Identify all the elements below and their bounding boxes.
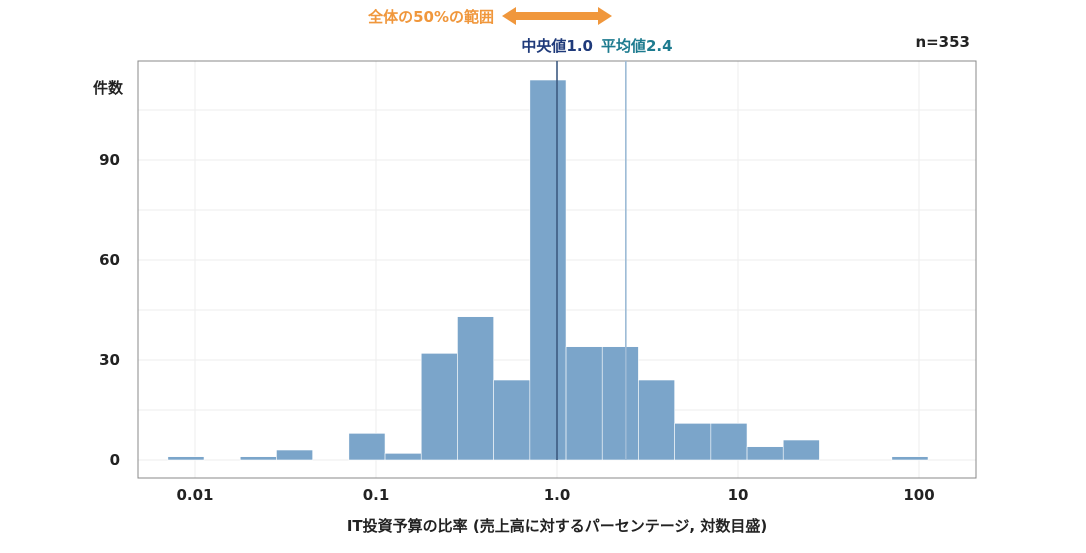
reference-lines (556, 61, 627, 460)
y-tick-label: 30 (99, 351, 120, 369)
y-tick-label: 90 (99, 151, 120, 169)
histogram-bar (167, 456, 205, 461)
histogram-bar (239, 456, 277, 461)
histogram-bar (529, 79, 567, 461)
histogram-bar (348, 433, 386, 461)
y-axis-title: 件数 (93, 79, 124, 97)
x-tick-label: 0.01 (176, 486, 213, 504)
n-label: n=353 (915, 33, 970, 51)
y-tick-label: 60 (99, 251, 120, 269)
histogram-bar (276, 449, 313, 461)
range-arrow (502, 7, 612, 25)
histogram-bar (746, 446, 784, 461)
histogram-bar (420, 353, 458, 461)
x-tick-label: 100 (903, 486, 934, 504)
histogram-bar (601, 346, 639, 461)
x-axis-title: IT投資予算の比率 (売上高に対するパーセンテージ, 対数目盛) (347, 517, 767, 535)
histogram-bars (167, 79, 929, 461)
x-tick-label: 10 (728, 486, 749, 504)
x-tick-label: 0.1 (363, 486, 390, 504)
histogram-bar (782, 439, 820, 461)
histogram-bar (891, 456, 929, 461)
mean-label: 平均値2.4 (601, 37, 673, 55)
histogram-bar (457, 316, 494, 461)
y-tick-label: 0 (110, 451, 120, 469)
histogram-bar (565, 346, 603, 461)
histogram-bar (493, 379, 531, 461)
histogram-bar (638, 379, 675, 461)
y-tick-labels: 0 30 60 90 (99, 151, 120, 469)
histogram-bar (384, 453, 422, 461)
x-tick-labels: 0.01 0.1 1.0 10 100 (176, 486, 934, 504)
histogram-bar (674, 423, 712, 461)
median-label: 中央値1.0 (521, 37, 593, 55)
range-label: 全体の50%の範囲 (367, 8, 494, 26)
histogram-bar (710, 423, 748, 461)
x-tick-label: 1.0 (544, 486, 571, 504)
